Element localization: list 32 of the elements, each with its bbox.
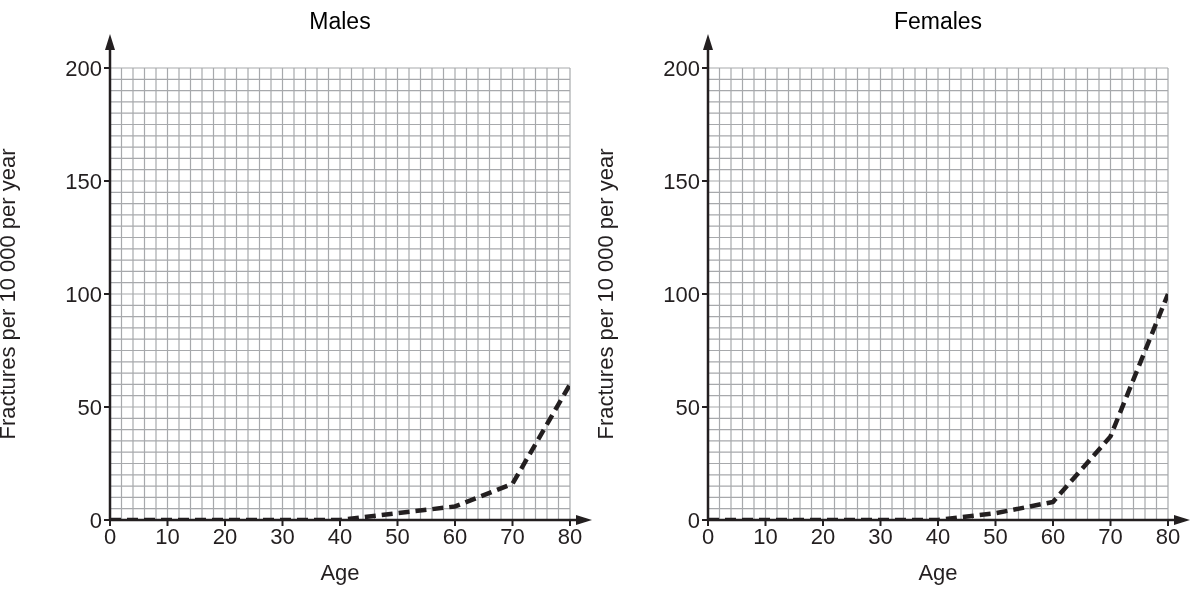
y-tick-label: 50 <box>77 394 102 420</box>
x-tick-label: 10 <box>753 523 778 549</box>
x-axis-title: Age <box>918 560 958 585</box>
x-axis-title: Age <box>320 560 360 585</box>
x-tick-label: 80 <box>1155 523 1181 549</box>
x-tick-label: 40 <box>925 523 951 549</box>
y-tick-label: 200 <box>65 55 102 81</box>
x-tick-label: 60 <box>1040 523 1066 549</box>
y-tick-label: 100 <box>663 281 700 307</box>
x-tick-label: 50 <box>983 523 1008 549</box>
y-tick-label: 100 <box>65 281 102 307</box>
x-tick-label: 70 <box>1098 523 1123 549</box>
chart-title: Females <box>892 8 984 35</box>
x-tick-label: 50 <box>385 523 410 549</box>
x-tick-label: 80 <box>557 523 583 549</box>
x-tick-label: 20 <box>810 523 836 549</box>
y-tick-label: 0 <box>89 507 102 533</box>
x-tick-label: 10 <box>155 523 180 549</box>
x-tick-label: 40 <box>327 523 353 549</box>
y-tick-label: 150 <box>663 168 700 194</box>
x-tick-label: 30 <box>270 523 295 549</box>
x-tick-label: 60 <box>442 523 468 549</box>
y-axis-title: Fractures per 10 000 per year <box>592 148 618 440</box>
x-tick-label: 20 <box>212 523 238 549</box>
y-tick-label: 150 <box>65 168 102 194</box>
y-tick-label: 50 <box>675 394 700 420</box>
x-tick-label: 70 <box>500 523 525 549</box>
y-tick-label: 0 <box>687 507 700 533</box>
x-tick-label: 30 <box>868 523 893 549</box>
y-tick-label: 200 <box>663 55 700 81</box>
y-axis-title: Fractures per 10 000 per year <box>0 148 20 440</box>
chart-title: Males <box>308 8 372 35</box>
